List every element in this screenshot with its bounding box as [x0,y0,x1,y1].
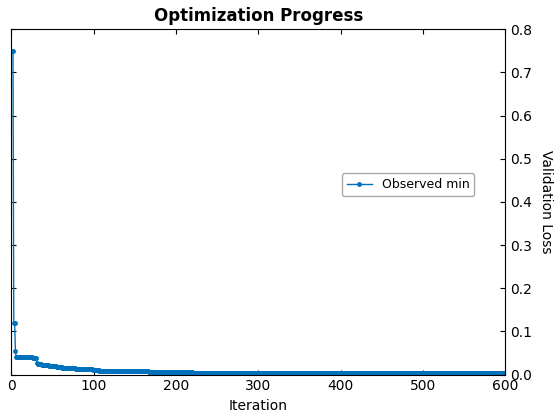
Legend: Observed min: Observed min [342,173,474,196]
Observed min [136,369,142,374]
Observed min [321,371,328,376]
Line: Observed min: Observed min [8,47,509,377]
X-axis label: Iteration: Iteration [229,399,288,413]
Observed min [232,371,239,376]
Observed min [381,371,388,376]
Y-axis label: Validation Loss: Validation Loss [539,150,553,254]
Observed min [339,371,346,376]
Observed min [502,371,508,376]
Observed min [9,48,16,53]
Observed min [96,368,103,373]
Title: Optimization Progress: Optimization Progress [153,7,363,25]
Observed min [300,371,306,376]
